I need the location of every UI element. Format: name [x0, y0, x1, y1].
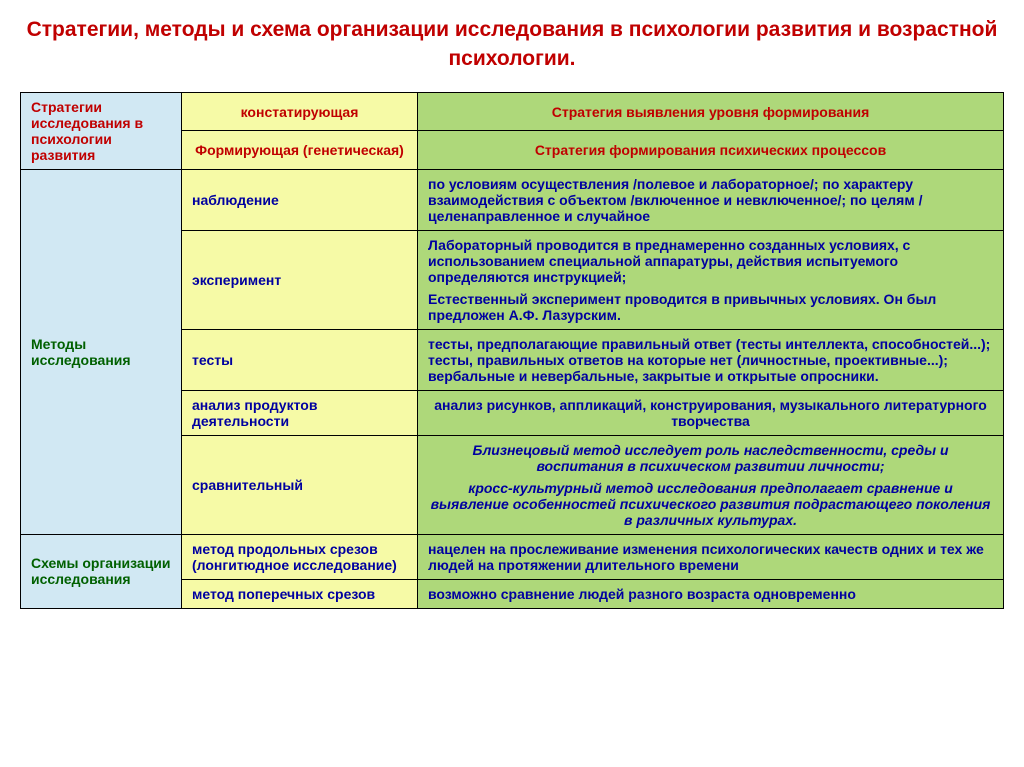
- label: констатирующая: [192, 104, 407, 120]
- label: тесты: [192, 352, 233, 368]
- r-analysis: анализ рисунков, аппликаций, конструиров…: [418, 390, 1004, 435]
- label: Стратегия выявления уровня формирования: [428, 104, 993, 120]
- label: анализ продуктов деятельности: [192, 397, 317, 429]
- label: сравнительный: [192, 477, 303, 493]
- text: нацелен на прослеживание изменения психо…: [428, 541, 984, 573]
- text: по условиям осуществления /полевое и лаб…: [428, 176, 922, 224]
- p2: кросс-культурный метод исследования пред…: [428, 480, 993, 528]
- m-observation: наблюдение: [182, 169, 418, 230]
- label: эксперимент: [192, 272, 281, 288]
- m-analysis: анализ продуктов деятельности: [182, 390, 418, 435]
- page-title: Стратегии, методы и схема организации ис…: [20, 15, 1004, 74]
- hdr-vyyav: Стратегия выявления уровня формирования: [418, 92, 1004, 131]
- text: возможно сравнение людей разного возраст…: [428, 586, 856, 602]
- label: метод продольных срезов (лонгитюдное исс…: [192, 541, 397, 573]
- m-tests: тесты: [182, 329, 418, 390]
- left-schemes: Схемы организации исследования: [21, 534, 182, 608]
- text: тесты, предполагающие правильный ответ (…: [428, 336, 990, 384]
- m-cross: метод поперечных срезов: [182, 579, 418, 608]
- hdr-konst: констатирующая: [182, 92, 418, 131]
- m-experiment: эксперимент: [182, 230, 418, 329]
- left-strategies: Стратегии исследования в психологии разв…: [21, 92, 182, 169]
- r-longitudinal: нацелен на прослеживание изменения психо…: [418, 534, 1004, 579]
- label: Методы исследования: [31, 336, 131, 368]
- label: Формирующая (генетическая): [192, 142, 407, 158]
- r-observation: по условиям осуществления /полевое и лаб…: [418, 169, 1004, 230]
- research-table: Стратегии исследования в психологии разв…: [20, 92, 1004, 609]
- r-experiment: Лабораторный проводится в преднамеренно …: [418, 230, 1004, 329]
- r-tests: тесты, предполагающие правильный ответ (…: [418, 329, 1004, 390]
- p1: Лабораторный проводится в преднамеренно …: [428, 237, 993, 285]
- label: Стратегии исследования в психологии разв…: [31, 99, 143, 163]
- r-cross: возможно сравнение людей разного возраст…: [418, 579, 1004, 608]
- m-compare: сравнительный: [182, 435, 418, 534]
- label: метод поперечных срезов: [192, 586, 375, 602]
- p2: Естественный эксперимент проводится в пр…: [428, 291, 993, 323]
- m-longitudinal: метод продольных срезов (лонгитюдное исс…: [182, 534, 418, 579]
- label: Стратегия формирования психических проце…: [428, 142, 993, 158]
- label: Схемы организации исследования: [31, 555, 171, 587]
- r-compare: Близнецовый метод исследует роль наследс…: [418, 435, 1004, 534]
- text: анализ рисунков, аппликаций, конструиров…: [434, 397, 987, 429]
- label: наблюдение: [192, 192, 279, 208]
- hdr-form: Формирующая (генетическая): [182, 131, 418, 170]
- left-methods: Методы исследования: [21, 169, 182, 534]
- p1: Близнецовый метод исследует роль наследс…: [428, 442, 993, 474]
- hdr-proc: Стратегия формирования психических проце…: [418, 131, 1004, 170]
